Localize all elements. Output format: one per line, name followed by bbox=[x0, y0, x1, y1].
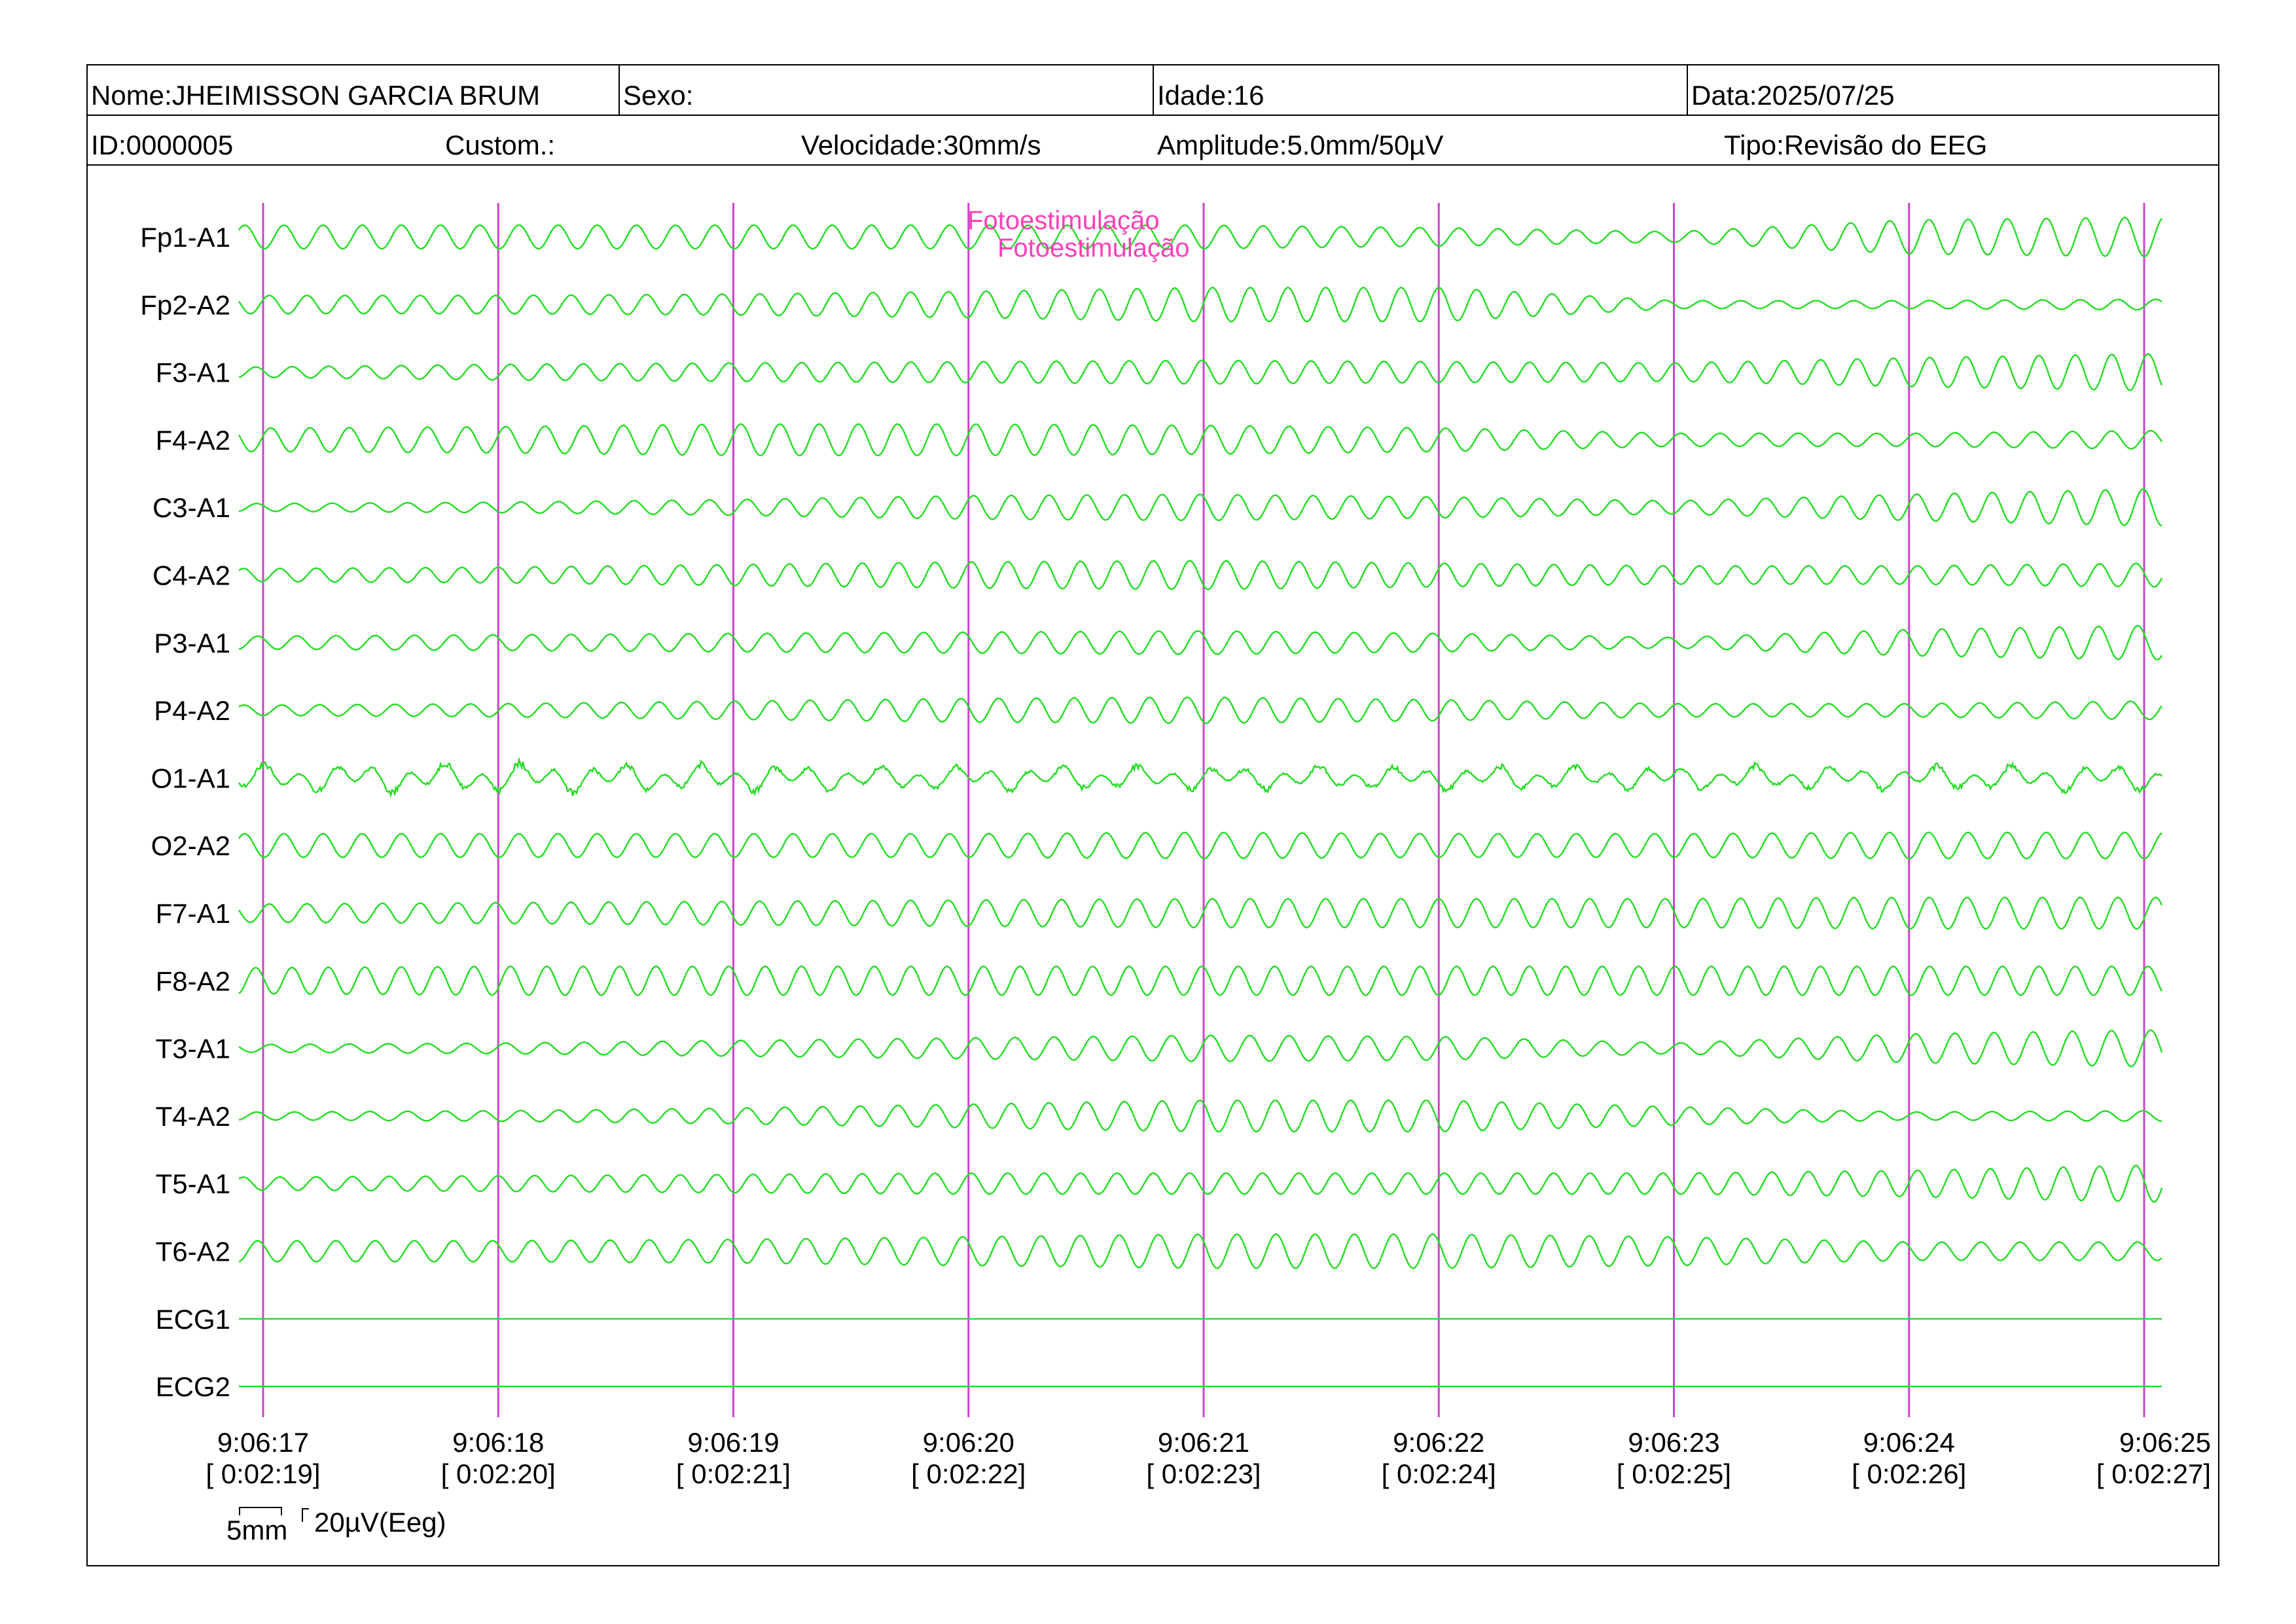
amplitude-scale-label: 20µV(Eeg) bbox=[314, 1507, 446, 1538]
event-label-photostimulation-2: Fotoestimulação bbox=[997, 234, 1189, 262]
channel-label: P4-A2 bbox=[154, 695, 230, 726]
event-label-photostimulation-1: Fotoestimulação bbox=[967, 206, 1159, 235]
time-tick-label: 9:06:24 bbox=[1863, 1427, 1955, 1458]
speed-setting: Velocidade:30mm/s bbox=[801, 130, 1041, 160]
channel-label: T4-A2 bbox=[156, 1101, 230, 1132]
channel-labels: Fp1-A1 Fp2-A2 F3-A1 F4-A2 C3-A1 C4-A2 P3-A1 P4-… bbox=[140, 222, 230, 1402]
time-tick-label: 9:06:19 bbox=[687, 1427, 779, 1458]
time-tick-label: 9:06:22 bbox=[1393, 1427, 1484, 1458]
channel-label: T6-A2 bbox=[156, 1236, 230, 1267]
header-table: Nome:JHEIMISSON GARCIA BRUM Sexo: Idade:… bbox=[86, 64, 2219, 1566]
custom-field: Custom.: bbox=[445, 130, 555, 160]
eeg-trace bbox=[238, 1164, 2163, 1203]
eeg-trace bbox=[238, 217, 2162, 258]
channel-label: O1-A1 bbox=[151, 763, 230, 793]
channel-label: F8-A2 bbox=[156, 965, 230, 996]
eeg-trace bbox=[238, 353, 2163, 391]
scale-bar: 5mm 20µV(Eeg) bbox=[226, 1507, 446, 1545]
time-tick-label: 9:06:25 bbox=[2119, 1427, 2211, 1458]
eeg-trace bbox=[238, 965, 2163, 996]
time-tick-label: 9:06:17 bbox=[217, 1427, 309, 1458]
channel-label: C3-A1 bbox=[152, 492, 230, 523]
eeg-trace bbox=[238, 287, 2162, 323]
eeg-trace bbox=[238, 488, 2162, 527]
channel-label: T3-A1 bbox=[156, 1034, 230, 1064]
patient-sex: Sexo: bbox=[623, 80, 693, 111]
time-tick-label: 9:06:20 bbox=[923, 1427, 1014, 1458]
channel-label: F7-A1 bbox=[156, 898, 230, 929]
eeg-trace bbox=[238, 896, 2163, 930]
eeg-trace bbox=[238, 1099, 2162, 1133]
second-marker-lines bbox=[262, 203, 2145, 1417]
channel-label: F3-A1 bbox=[156, 357, 230, 388]
eeg-trace bbox=[238, 1029, 2163, 1068]
time-scale-label: 5mm bbox=[226, 1515, 287, 1545]
eeg-trace bbox=[238, 831, 2162, 859]
time-tick-label: 9:06:18 bbox=[452, 1427, 544, 1458]
time-tick-label: 9:06:23 bbox=[1628, 1427, 1719, 1458]
elapsed-tick-label: [ 0:02:25] bbox=[1617, 1458, 1731, 1489]
eeg-trace bbox=[238, 624, 2163, 660]
channel-label: ECG2 bbox=[156, 1371, 230, 1402]
channel-label: O2-A2 bbox=[151, 831, 230, 861]
elapsed-tick-label: [ 0:02:23] bbox=[1146, 1458, 1261, 1489]
channel-label: Fp2-A2 bbox=[140, 289, 230, 320]
patient-name: Nome:JHEIMISSON GARCIA BRUM bbox=[91, 80, 540, 111]
elapsed-tick-label: [ 0:02:26] bbox=[1852, 1458, 1966, 1489]
eeg-traces bbox=[238, 217, 2163, 1388]
eeg-trace bbox=[238, 560, 2163, 590]
amplitude-scale-bracket bbox=[302, 1508, 309, 1522]
channel-label: T5-A1 bbox=[156, 1168, 230, 1199]
elapsed-tick-label: [ 0:02:20] bbox=[441, 1458, 556, 1489]
review-type: Tipo:Revisão do EEG bbox=[1724, 130, 1987, 160]
eeg-trace bbox=[238, 1233, 2162, 1269]
elapsed-tick-label: [ 0:02:22] bbox=[911, 1458, 1026, 1489]
channel-label: Fp1-A1 bbox=[140, 222, 230, 253]
elapsed-tick-label: [ 0:02:21] bbox=[676, 1458, 791, 1489]
channel-label: ECG1 bbox=[156, 1304, 230, 1335]
patient-id: ID:0000005 bbox=[91, 130, 233, 160]
exam-date: Data:2025/07/25 bbox=[1691, 80, 1895, 111]
channel-label: C4-A2 bbox=[152, 560, 230, 591]
elapsed-tick-label: [ 0:02:19] bbox=[206, 1458, 320, 1489]
channel-label: P3-A1 bbox=[154, 628, 230, 659]
eeg-trace bbox=[238, 756, 2162, 799]
event-annotations: Fotoestimulação Fotoestimulação bbox=[967, 206, 1189, 262]
amplitude-setting: Amplitude:5.0mm/50µV bbox=[1157, 130, 1443, 160]
channel-label: F4-A2 bbox=[156, 425, 230, 456]
time-scale-bracket bbox=[239, 1507, 282, 1515]
elapsed-tick-label: [ 0:02:27] bbox=[2096, 1458, 2211, 1489]
time-tick-label: 9:06:21 bbox=[1158, 1427, 1249, 1458]
eeg-trace bbox=[238, 423, 2162, 457]
time-axis-labels: 9:06:17[ 0:02:19] 9:06:18[ 0:02:20] 9:06:1… bbox=[206, 1427, 2211, 1489]
elapsed-tick-label: [ 0:02:24] bbox=[1382, 1458, 1496, 1489]
eeg-trace bbox=[238, 696, 2162, 725]
patient-age: Idade:16 bbox=[1157, 80, 1265, 111]
sheet-frame bbox=[86, 64, 2219, 1566]
